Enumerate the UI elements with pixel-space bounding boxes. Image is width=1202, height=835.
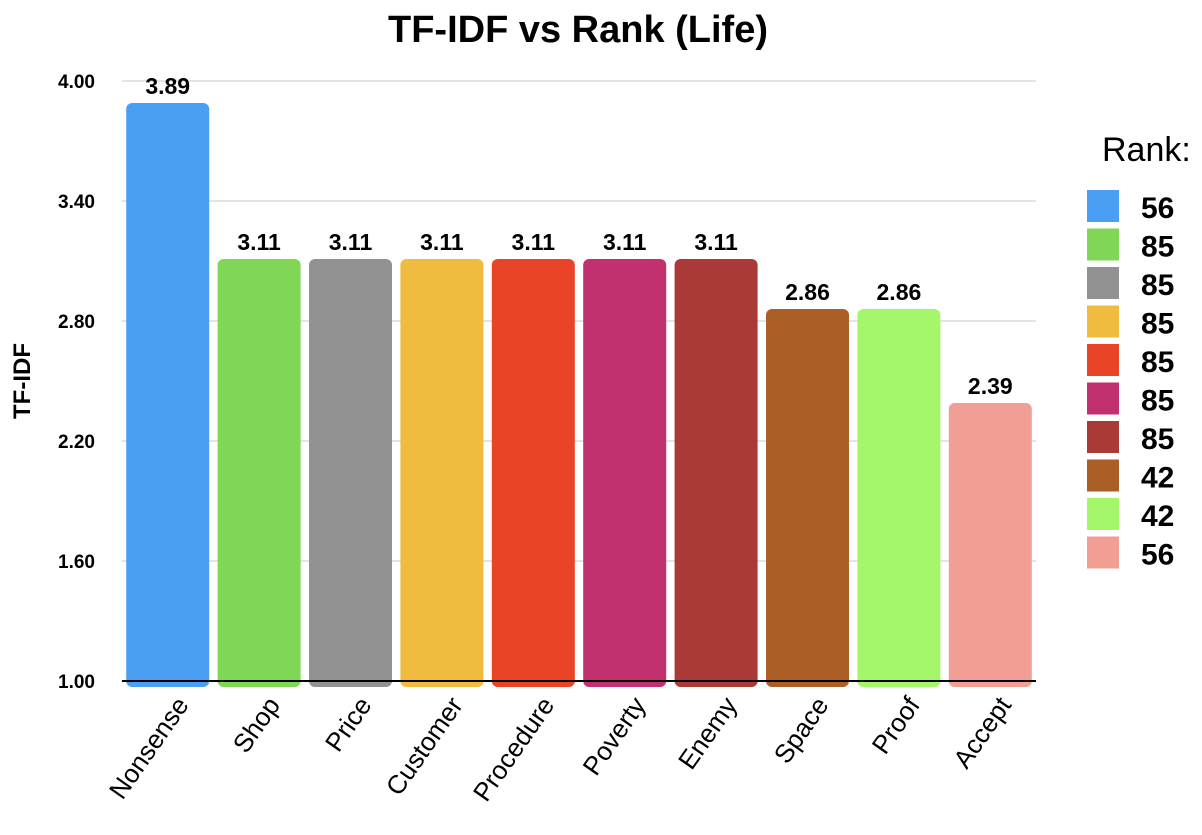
data-label: 2.86 [877, 279, 922, 305]
legend-swatch [1087, 267, 1119, 299]
x-tick-label: Customer [380, 691, 469, 801]
y-tick-label: 1.60 [58, 552, 95, 573]
bar-accept [948, 403, 1032, 687]
legend-entry: 85 [1141, 269, 1174, 302]
bar-nonsense [126, 103, 210, 687]
legend-entry: 56 [1141, 192, 1174, 225]
bar-enemy [674, 259, 758, 687]
legend-entry: 85 [1141, 308, 1174, 341]
x-tick-label: Accept [947, 691, 1018, 774]
data-labels: 3.89 3.11 3.11 3.11 3.11 3.11 3.11 2.86 2.86 2.39 [145, 73, 1012, 399]
y-axis-label: TF-IDF [9, 343, 36, 419]
legend-entry: 85 [1141, 346, 1174, 379]
legend: Rank: 56 85 85 85 85 85 85 42 42 56 [1087, 131, 1191, 572]
bar-space [766, 309, 849, 687]
y-tick-label: 2.80 [58, 312, 95, 333]
legend-entry: 85 [1141, 231, 1174, 264]
legend-items: 56 85 85 85 85 85 85 42 42 56 [1087, 190, 1174, 572]
bars [126, 103, 1032, 687]
legend-swatch [1087, 459, 1119, 492]
legend-swatch [1087, 382, 1119, 415]
legend-title: Rank: [1102, 131, 1191, 169]
bar-customer [400, 259, 484, 687]
y-tick-label: 3.40 [58, 192, 95, 213]
data-label: 2.39 [968, 373, 1013, 399]
x-tick-label: Space [768, 691, 835, 769]
legend-swatch [1087, 344, 1119, 376]
data-label: 3.11 [512, 229, 556, 255]
bar-price [309, 259, 392, 687]
x-tick-label: Proof [866, 691, 927, 760]
legend-swatch [1087, 421, 1119, 453]
data-label: 3.11 [694, 229, 738, 255]
legend-entry: 85 [1141, 385, 1174, 418]
bar-procedure [491, 259, 575, 687]
data-label: 3.11 [603, 229, 647, 255]
y-tick-label: 4.00 [58, 72, 95, 93]
x-tick-label: Price [319, 691, 378, 757]
x-tick-label: Procedure [467, 691, 560, 806]
x-tick-label: Enemy [672, 691, 743, 774]
data-label: 2.86 [785, 279, 830, 305]
legend-swatch [1087, 536, 1119, 569]
bar-proof [857, 309, 941, 687]
legend-swatch [1087, 305, 1119, 338]
legend-entry: 42 [1141, 462, 1174, 495]
data-label: 3.11 [420, 229, 464, 255]
data-label: 3.89 [145, 73, 190, 99]
y-axis-ticks: 1.00 1.60 2.20 2.80 3.40 4.00 [58, 72, 95, 693]
legend-swatch [1087, 190, 1119, 222]
chart-title: TF-IDF vs Rank (Life) [388, 9, 768, 51]
legend-swatch [1087, 498, 1119, 530]
data-label: 3.11 [237, 229, 281, 255]
x-tick-label: Nonsense [103, 691, 195, 804]
legend-entry: 85 [1141, 423, 1174, 456]
x-tick-label: Shop [227, 691, 286, 758]
y-tick-label: 1.00 [58, 672, 95, 693]
bar-poverty [583, 259, 667, 687]
y-tick-label: 2.20 [58, 432, 95, 453]
legend-swatch [1087, 228, 1119, 261]
x-tick-label: Poverty [576, 691, 651, 780]
data-label: 3.11 [329, 229, 373, 255]
legend-entry: 56 [1141, 539, 1174, 572]
bar-shop [217, 259, 301, 687]
legend-entry: 42 [1141, 500, 1174, 533]
